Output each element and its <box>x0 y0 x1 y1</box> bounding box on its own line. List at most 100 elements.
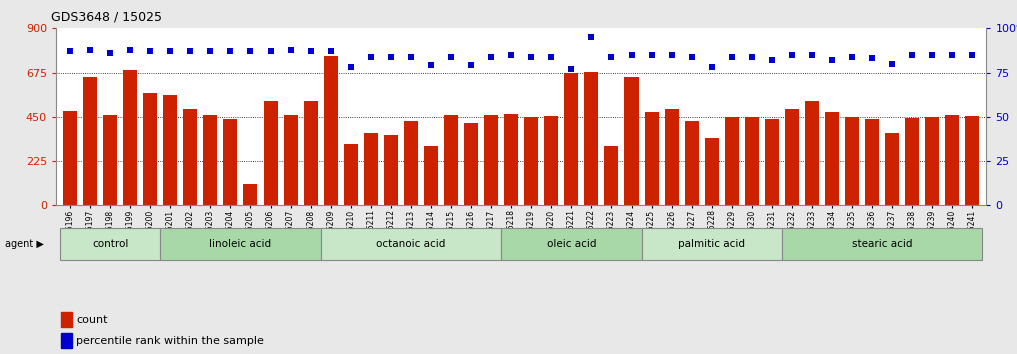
Point <box>483 54 499 59</box>
Bar <box>464 123 478 205</box>
Point <box>363 54 379 59</box>
Bar <box>825 112 839 205</box>
Point <box>423 63 439 68</box>
Point <box>844 54 860 59</box>
Bar <box>585 72 598 205</box>
Bar <box>203 115 218 205</box>
Point <box>784 52 800 58</box>
Bar <box>63 111 77 205</box>
Point <box>162 48 178 54</box>
Bar <box>323 56 338 205</box>
Bar <box>905 118 919 205</box>
Bar <box>504 114 519 205</box>
Point <box>543 54 559 59</box>
Point <box>442 54 459 59</box>
Point <box>704 64 720 70</box>
Bar <box>782 228 982 260</box>
Point <box>302 48 318 54</box>
Point <box>223 48 239 54</box>
Bar <box>965 116 979 205</box>
Point <box>102 50 118 56</box>
Bar <box>705 138 719 205</box>
Point <box>142 48 159 54</box>
Point <box>262 48 279 54</box>
Text: octanoic acid: octanoic acid <box>376 239 445 249</box>
Point <box>904 52 920 58</box>
Bar <box>664 109 678 205</box>
Point <box>864 56 881 61</box>
Point <box>644 52 660 58</box>
Text: linoleic acid: linoleic acid <box>210 239 272 249</box>
Bar <box>642 228 782 260</box>
Bar <box>624 78 639 205</box>
Bar <box>645 112 659 205</box>
Bar <box>284 115 298 205</box>
Point <box>623 52 640 58</box>
Bar <box>744 117 759 205</box>
Text: palmitic acid: palmitic acid <box>678 239 745 249</box>
Bar <box>845 117 859 205</box>
Point <box>944 52 960 58</box>
Bar <box>61 312 72 327</box>
Point <box>523 54 539 59</box>
Bar <box>684 121 699 205</box>
Text: stearic acid: stearic acid <box>852 239 912 249</box>
Bar <box>604 146 618 205</box>
Bar <box>344 144 358 205</box>
Bar <box>83 78 97 205</box>
Point <box>683 54 700 59</box>
Bar <box>785 109 799 205</box>
Bar <box>224 119 237 205</box>
Bar <box>123 70 137 205</box>
Bar <box>60 228 161 260</box>
Bar <box>564 73 579 205</box>
Point <box>964 52 980 58</box>
Bar <box>524 117 538 205</box>
Point <box>82 47 99 52</box>
Point <box>202 48 219 54</box>
Bar <box>544 116 558 205</box>
Point <box>62 48 78 54</box>
Bar <box>925 117 940 205</box>
Point <box>122 47 138 52</box>
Point <box>924 52 941 58</box>
Point <box>884 61 900 67</box>
Point <box>663 52 679 58</box>
Bar <box>501 228 642 260</box>
Bar <box>765 119 779 205</box>
Point <box>343 64 359 70</box>
Point <box>743 54 760 59</box>
Point <box>603 54 619 59</box>
Point <box>824 57 840 63</box>
Point <box>182 48 198 54</box>
Bar <box>404 121 418 205</box>
Bar <box>183 109 197 205</box>
Point <box>463 63 479 68</box>
Point <box>283 47 299 52</box>
Bar <box>725 117 738 205</box>
Bar <box>444 115 458 205</box>
Bar <box>946 115 959 205</box>
Text: percentile rank within the sample: percentile rank within the sample <box>76 336 264 346</box>
Bar <box>885 132 899 205</box>
Text: agent ▶: agent ▶ <box>5 239 44 249</box>
Point <box>803 52 820 58</box>
Bar <box>364 132 378 205</box>
Point <box>764 57 780 63</box>
Bar <box>243 184 257 205</box>
Bar <box>424 146 438 205</box>
Bar <box>61 333 72 348</box>
Text: control: control <box>92 239 128 249</box>
Text: count: count <box>76 315 108 325</box>
Bar <box>103 115 117 205</box>
Text: GDS3648 / 15025: GDS3648 / 15025 <box>51 11 163 24</box>
Bar <box>383 135 398 205</box>
Point <box>322 48 339 54</box>
Point <box>403 54 419 59</box>
Bar <box>484 115 498 205</box>
Point <box>563 66 580 72</box>
Point <box>724 54 740 59</box>
Bar <box>320 228 501 260</box>
Bar <box>805 101 819 205</box>
Bar <box>164 95 177 205</box>
